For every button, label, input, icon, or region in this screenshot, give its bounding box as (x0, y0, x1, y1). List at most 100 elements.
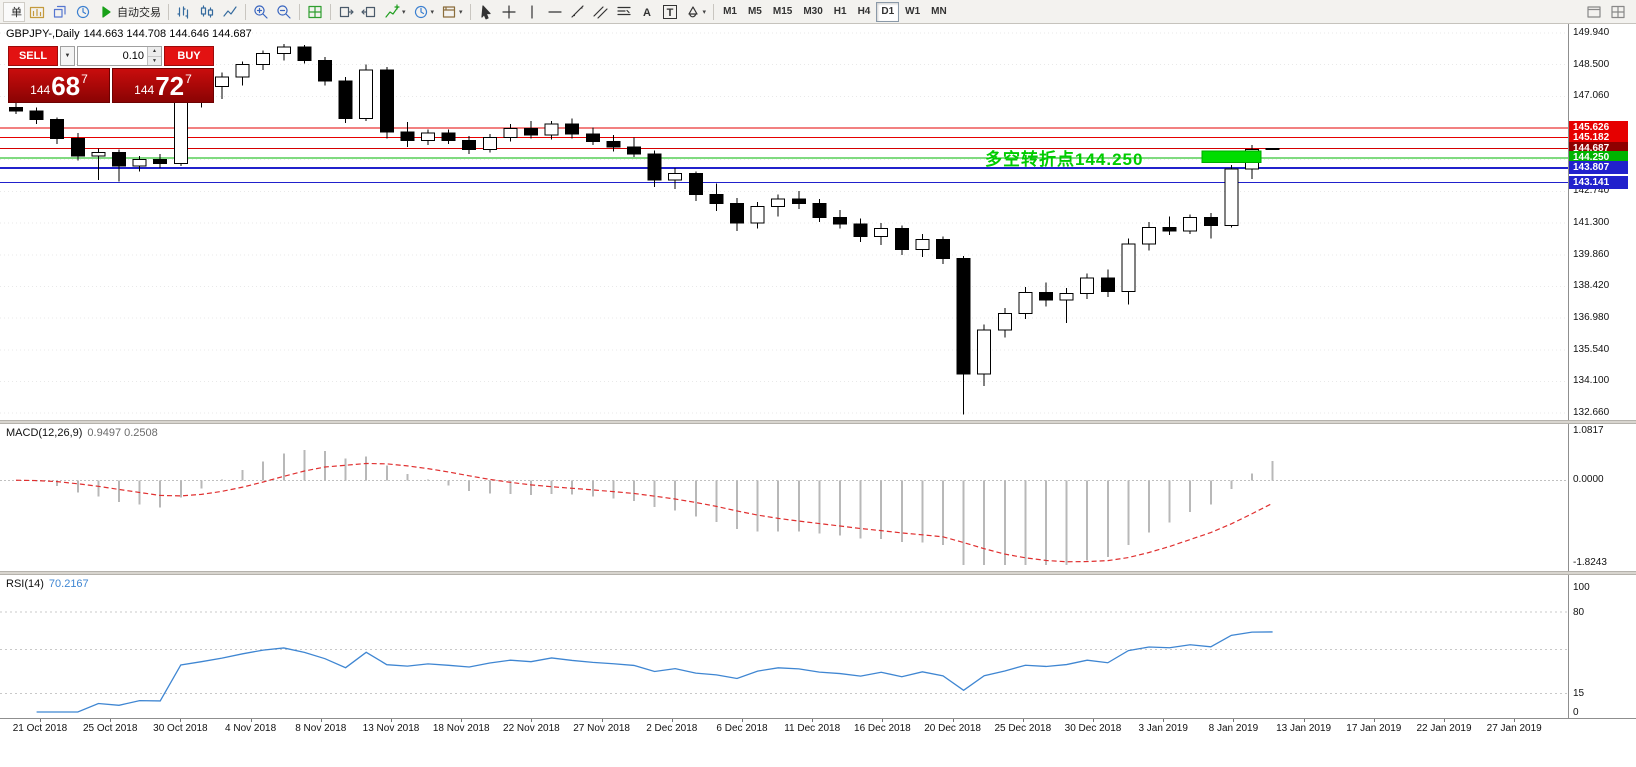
time-axis-label: 13 Nov 2018 (362, 723, 420, 734)
buy-price-button[interactable]: 144 72 7 (112, 68, 214, 103)
time-axis-tick (1373, 719, 1375, 722)
time-axis-tick (391, 719, 392, 722)
timeframe-h4[interactable]: H4 (857, 6, 871, 17)
volume-value[interactable]: 0.10 (122, 50, 144, 62)
timeframe-mn[interactable]: MN (931, 6, 947, 17)
tile-windows-button[interactable] (304, 2, 326, 22)
time-axis-tick (110, 719, 112, 722)
macd-chart-area[interactable] (0, 424, 1568, 571)
caret-down-icon: ▼ (64, 53, 71, 59)
caret-down-icon: ▾ (402, 8, 406, 16)
candle (1039, 282, 1053, 307)
pane-splitter[interactable] (0, 420, 1636, 424)
trade-options-button[interactable]: ▼ (60, 46, 75, 66)
chart-shift-icon (361, 6, 376, 17)
price-axis-label: 148.500 (1573, 58, 1610, 70)
cursor-button[interactable] (475, 2, 497, 22)
time-axis-tick (180, 719, 182, 722)
time-axis-tick (320, 719, 322, 722)
autotrading-button[interactable]: 自动交易 (95, 2, 164, 22)
timeframe-h1[interactable]: H1 (833, 6, 847, 17)
candle (1265, 148, 1280, 151)
price-axis-label: 139.860 (1573, 248, 1610, 260)
hline-button[interactable] (544, 2, 566, 22)
indicators-button[interactable]: ▾ (381, 2, 409, 22)
candle (750, 202, 765, 229)
price-chart-area[interactable] (0, 24, 1568, 420)
candle (400, 121, 415, 148)
crosshair-button[interactable] (498, 2, 520, 22)
timeframe-w1[interactable]: W1 (905, 6, 921, 17)
chart-title: GBPJPY-,Daily 144.663 144.708 144.646 144… (6, 28, 256, 40)
bar-chart-button[interactable] (173, 2, 195, 22)
zoom-in-icon (254, 4, 268, 19)
layout-button[interactable] (1607, 2, 1629, 22)
volume-decrease-button[interactable]: ▼ (148, 56, 161, 65)
price-axis[interactable]: 149.940148.500147.060145.620144.180142.7… (1568, 24, 1636, 718)
vline-icon (530, 4, 533, 19)
candle (153, 153, 168, 169)
candle-chart-button[interactable] (196, 2, 218, 22)
new-order-button[interactable]: 单 (3, 1, 25, 22)
vline-button[interactable] (521, 2, 543, 22)
time-axis[interactable]: 21 Oct 2018 25 Oct 2018 30 Oct 2018 4 Nov 2… (0, 718, 1636, 745)
rsi-line (36, 631, 1273, 713)
rsi-chart-area[interactable] (0, 575, 1568, 718)
pane-splitter[interactable] (0, 571, 1636, 575)
candle (647, 150, 662, 187)
toolbar-separator (469, 3, 471, 20)
periods-button[interactable]: ▾ (410, 2, 438, 22)
timeframe-m30[interactable]: M30 (803, 6, 823, 17)
sell-price-button[interactable]: 144 68 7 (8, 68, 110, 103)
shapes-button[interactable]: ▾ (682, 2, 710, 22)
candle (29, 107, 44, 125)
candle (338, 76, 353, 123)
timeframe-d1[interactable]: D1 (876, 1, 900, 22)
volume-increase-button[interactable]: ▲ (148, 47, 161, 57)
zoom-out-button[interactable] (273, 2, 295, 22)
time-axis-label: 25 Oct 2018 (82, 723, 138, 734)
chart-shift-button[interactable] (358, 2, 380, 22)
timeframe-m5[interactable]: M5 (747, 6, 762, 17)
charts-button[interactable] (26, 2, 48, 22)
candle (112, 149, 126, 182)
candle (1018, 286, 1033, 319)
line-chart-button[interactable] (219, 2, 241, 22)
templates-button[interactable]: ▾ (438, 2, 466, 22)
label-button[interactable]: T (659, 2, 681, 22)
auto-scroll-icon (339, 6, 354, 17)
toolbar-separator (330, 3, 331, 20)
text-button[interactable]: A (636, 2, 658, 22)
candle (812, 198, 827, 222)
channel-button[interactable] (590, 2, 612, 22)
zoom-in-button[interactable] (250, 2, 272, 22)
svg-text:T: T (666, 7, 673, 19)
shapes-icon (687, 5, 698, 17)
time-axis-label: 25 Dec 2018 (994, 723, 1052, 734)
candle (441, 129, 456, 144)
turning-point-label[interactable]: 多空转折点144.250 (985, 150, 1144, 169)
toolbar-right-group (1583, 2, 1629, 22)
trendline-button[interactable] (567, 2, 589, 22)
turning-point-rectangle[interactable] (1201, 150, 1262, 164)
crosshair-icon (501, 4, 516, 19)
time-axis-label: 8 Jan 2019 (1208, 723, 1259, 734)
periods-icon (414, 5, 427, 18)
macd-signal-line (15, 462, 1273, 563)
price-axis-label: 142.740 (1573, 185, 1610, 197)
zoom-out-icon (277, 4, 291, 19)
volume-field[interactable]: 0.10 ▲ ▼ (77, 46, 162, 66)
price-axis-label: 138.420 (1573, 280, 1610, 292)
price-axis-label: 132.660 (1573, 407, 1610, 419)
candle (853, 218, 868, 242)
buy-button[interactable]: BUY (164, 46, 214, 66)
timeframe-m1[interactable]: M1 (723, 6, 737, 17)
auto-scroll-button[interactable] (335, 2, 357, 22)
sell-button[interactable]: SELL (8, 46, 58, 66)
chart-window-button[interactable] (1583, 2, 1605, 22)
fibonacci-button[interactable] (613, 2, 635, 22)
timeframe-m15[interactable]: M15 (772, 6, 793, 17)
time-axis-label: 27 Jan 2019 (1486, 723, 1542, 734)
market-watch-button[interactable] (72, 2, 94, 22)
profiles-button[interactable] (49, 2, 71, 22)
